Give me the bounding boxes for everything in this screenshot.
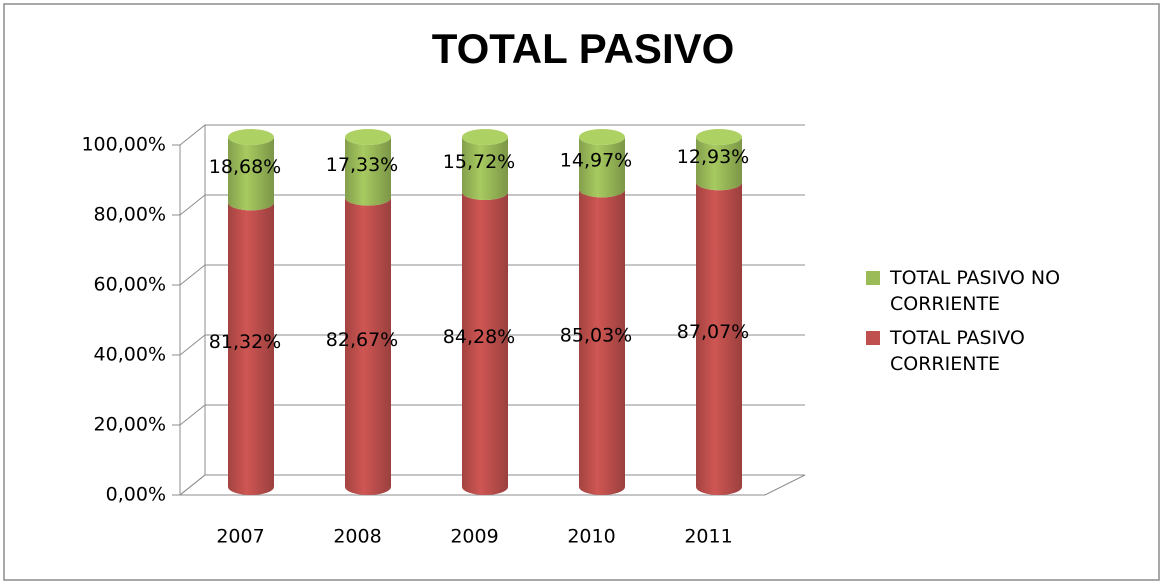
data-label: 12,93% xyxy=(677,146,749,168)
bar-segment xyxy=(228,202,274,495)
legend-item: TOTAL PASIVO CORRIENTE xyxy=(866,325,1136,377)
x-tick-label: 2011 xyxy=(684,526,732,548)
bar-top xyxy=(696,129,742,145)
grid-line xyxy=(179,124,805,146)
data-label: 82,67% xyxy=(326,329,398,351)
y-tick-label: 80,00% xyxy=(94,204,166,226)
legend: TOTAL PASIVO NO CORRIENTE TOTAL PASIVO CO… xyxy=(866,265,1136,385)
y-tick-label: 100,00% xyxy=(81,134,166,156)
data-label: 85,03% xyxy=(560,325,632,347)
bar-segment xyxy=(345,137,391,206)
data-label: 81,32% xyxy=(209,331,281,353)
x-tick-label: 2007 xyxy=(216,526,264,548)
legend-swatch xyxy=(866,271,880,285)
legend-swatch xyxy=(866,331,880,345)
bar-top xyxy=(345,129,391,145)
data-label: 87,07% xyxy=(677,321,749,343)
bar-top xyxy=(462,129,508,145)
data-label: 15,72% xyxy=(443,151,515,173)
bar-segment xyxy=(462,192,508,495)
bar-segment xyxy=(345,197,391,495)
data-label: 84,28% xyxy=(443,326,515,348)
chart-title: TOTAL PASIVO xyxy=(432,25,735,72)
x-tick-label: 2009 xyxy=(450,526,498,548)
y-tick-label: 40,00% xyxy=(94,344,166,366)
bar-segment xyxy=(579,189,625,495)
data-label: 14,97% xyxy=(560,150,632,172)
bar-segment xyxy=(228,137,274,211)
x-tick-label: 2008 xyxy=(333,526,381,548)
data-label: 17,33% xyxy=(326,154,398,176)
y-tick-label: 60,00% xyxy=(94,274,166,296)
legend-label: TOTAL PASIVO NO CORRIENTE xyxy=(890,267,1061,315)
bar-segment xyxy=(696,137,742,191)
bar-segment xyxy=(579,137,625,198)
bar-top xyxy=(579,129,625,145)
data-label: 18,68% xyxy=(209,156,281,178)
y-tick-label: 0,00% xyxy=(106,484,166,506)
bar-segment xyxy=(696,182,742,495)
legend-label: TOTAL PASIVO CORRIENTE xyxy=(890,327,1025,375)
bar-segment xyxy=(462,137,508,201)
x-tick-label: 2010 xyxy=(567,526,615,548)
legend-item: TOTAL PASIVO NO CORRIENTE xyxy=(866,265,1136,317)
y-tick-label: 20,00% xyxy=(94,414,166,436)
bar-top xyxy=(228,129,274,145)
